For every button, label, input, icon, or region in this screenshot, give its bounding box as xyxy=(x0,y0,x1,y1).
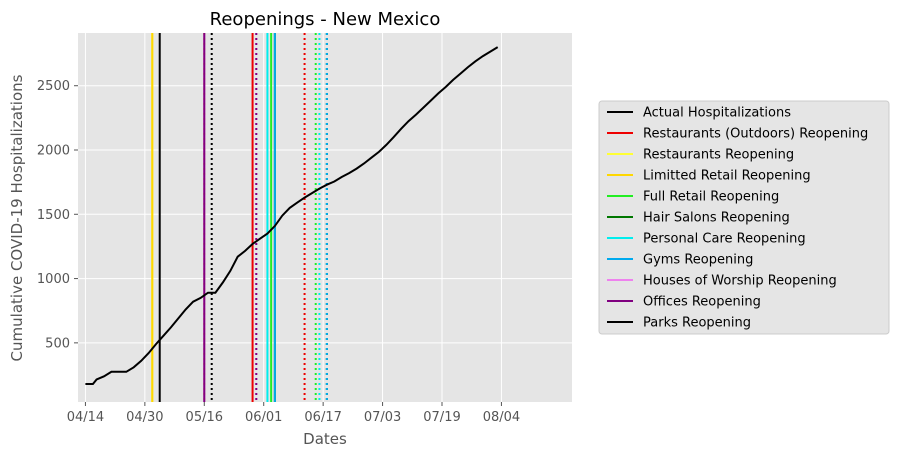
legend-label: Full Retail Reopening xyxy=(643,190,779,205)
series-lines xyxy=(85,46,499,385)
legend-label: Restaurants Reopening xyxy=(643,148,794,163)
x-tick-label: 07/03 xyxy=(364,410,401,425)
x-tick-label: 04/14 xyxy=(67,410,104,425)
legend-label: Houses of Worship Reopening xyxy=(643,274,837,289)
legend-label: Parks Reopening xyxy=(643,316,751,331)
y-tick-label: 500 xyxy=(45,336,70,351)
x-tick-label: 06/01 xyxy=(245,410,282,425)
legend-label: Restaurants (Outdoors) Reopening xyxy=(643,127,868,142)
x-axis-label: Dates xyxy=(303,430,347,448)
legend-label: Offices Reopening xyxy=(643,295,761,310)
legend-box xyxy=(598,100,890,335)
x-ticks: 04/14 04/30 05/16 06/01 06/17 07/03 07/19 08/04 xyxy=(67,402,520,425)
y-tick-label: 2000 xyxy=(37,144,70,159)
legend: Actual Hospitalizations Restaurants (Outd… xyxy=(598,100,890,335)
legend-label: Actual Hospitalizations xyxy=(643,106,791,121)
x-tick-label: 04/30 xyxy=(126,410,163,425)
y-tick-label: 2500 xyxy=(37,79,70,94)
x-tick-label: 06/17 xyxy=(304,410,341,425)
x-tick-label: 07/19 xyxy=(423,410,460,425)
chart-title: Reopenings - New Mexico xyxy=(210,9,441,30)
x-tick-label: 05/16 xyxy=(186,410,223,425)
legend-label: Hair Salons Reopening xyxy=(643,211,790,226)
legend-label: Personal Care Reopening xyxy=(643,232,806,247)
legend-label: Gyms Reopening xyxy=(643,253,753,268)
y-tick-label: 1000 xyxy=(37,272,70,287)
legend-label: Limitted Retail Reopening xyxy=(643,169,811,184)
series-line xyxy=(85,46,499,385)
y-tick-label: 1500 xyxy=(37,208,70,223)
x-tick-label: 08/04 xyxy=(483,410,520,425)
y-ticks: 500 1000 1500 2000 2500 xyxy=(37,79,78,351)
y-axis-label: Cumulative COVID-19 Hospitalizations xyxy=(8,74,26,361)
